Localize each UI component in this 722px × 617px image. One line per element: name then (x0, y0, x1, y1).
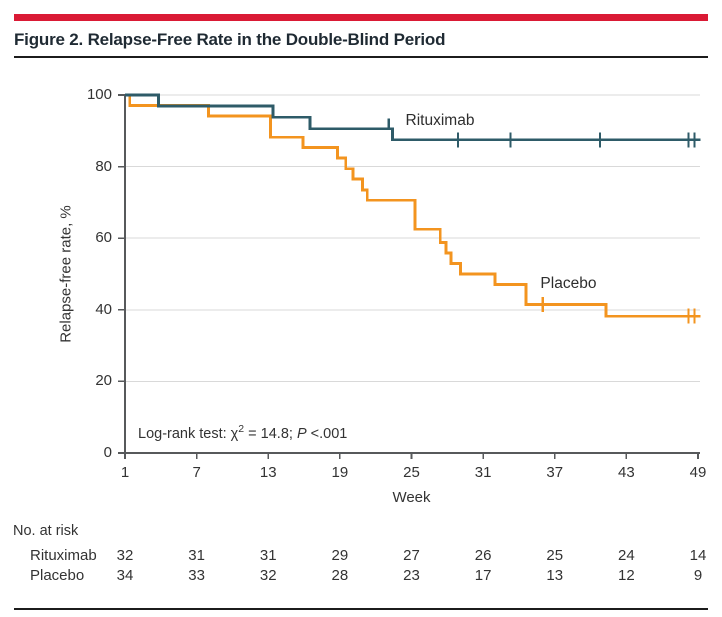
accent-bar (14, 14, 708, 21)
title-rule (14, 56, 708, 58)
placebo-curve (125, 93, 701, 318)
rituximab-curve (125, 93, 701, 142)
bottom-rule (14, 608, 708, 610)
figure-title: Figure 2. Relapse-Free Rate in the Doubl… (14, 30, 446, 49)
